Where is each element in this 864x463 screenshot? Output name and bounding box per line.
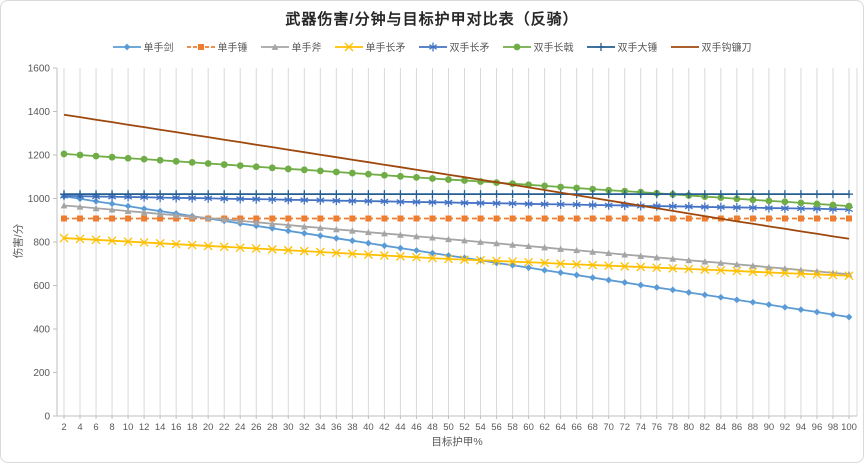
legend-label: 单手长矛 [365,43,406,54]
series-line-双手钩镰刀 [63,113,850,240]
x-tick-label: 54 [475,422,486,433]
series-line-单手斧 [63,204,850,276]
x-tick-label: 14 [155,422,166,433]
x-tick-label: 76 [651,422,662,433]
y-tick-label: 600 [33,281,50,292]
x-tick-label: 82 [700,422,711,433]
legend-marker-icon [586,42,615,51]
x-tick-label: 80 [684,422,695,433]
x-tick-label: 64 [555,422,566,433]
legend-marker-icon [670,45,699,48]
legend-label: 双手长矛 [449,43,490,54]
y-axis-title: 伤害/分 [12,223,25,259]
legend-marker-icon [186,43,215,50]
legend-label: 单手斧 [291,43,322,54]
x-tick-label: 42 [379,422,390,433]
x-tick-label: 92 [780,422,791,433]
x-tick-label: 78 [667,422,678,433]
legend-item: 单手长矛 [334,39,406,54]
x-tick-label: 60 [523,422,534,433]
x-tick-label: 12 [139,422,150,433]
x-tick-label: 22 [219,422,230,433]
x-tick-label: 36 [331,422,342,433]
x-tick-label: 86 [732,422,743,433]
x-tick-label: 16 [171,422,182,433]
y-tick-label: 0 [44,412,50,423]
x-tick-label: 10 [123,422,134,433]
x-tick-label: 94 [796,422,807,433]
x-tick-label: 72 [619,422,630,433]
x-tick-label: 90 [764,422,775,433]
x-tick-label: 32 [299,422,310,433]
y-tick-label: 1000 [28,194,51,205]
x-tick-label: 26 [251,422,262,433]
x-tick-label: 2 [61,422,66,433]
x-tick-label: 68 [587,422,598,433]
legend-marker-icon [334,42,363,51]
legend-marker-icon [418,42,447,51]
legend-label: 双手长戟 [533,43,574,54]
y-tick-label: 1600 [28,64,51,75]
x-tick-label: 18 [187,422,198,433]
x-tick-label: 24 [235,422,246,433]
x-tick-label: 70 [603,422,614,433]
x-tick-label: 62 [539,422,550,433]
x-tick-label: 84 [716,422,727,433]
x-tick-label: 58 [507,422,518,433]
x-tick-label: 34 [315,422,326,433]
x-tick-label: 98 [828,422,839,433]
legend-item: 单手斧 [260,39,322,54]
legend-label: 单手锤 [217,43,248,54]
legend-label: 单手剑 [143,43,174,54]
legend-item: 双手钩镰刀 [670,39,752,54]
x-tick-label: 40 [363,422,374,433]
x-tick-label: 46 [411,422,422,433]
series-line-单手剑 [63,195,850,318]
legend-item: 单手锤 [186,39,248,54]
x-tick-label: 56 [491,422,502,433]
chart-title: 武器伤害/分钟与目标护甲对比表（反骑） [285,11,579,28]
x-tick-label: 6 [93,422,98,433]
x-tick-label: 44 [395,422,406,433]
legend-marker-icon [260,43,289,50]
legend-item: 双手大锤 [586,39,658,54]
legend-item: 双手长戟 [502,39,574,54]
x-tick-label: 50 [443,422,454,433]
x-tick-label: 88 [748,422,759,433]
x-tick-label: 48 [427,422,438,433]
y-tick-label: 800 [33,238,50,249]
y-tick-label: 200 [33,368,50,379]
y-tick-label: 1400 [28,107,51,118]
x-tick-label: 52 [459,422,470,433]
series-line-双手长矛 [63,194,850,211]
x-tick-label: 38 [347,422,358,433]
y-tick-label: 400 [33,325,50,336]
legend-item: 双手长矛 [418,39,490,54]
x-tick-label: 20 [203,422,214,433]
x-tick-label: 30 [283,422,294,433]
x-tick-label: 8 [109,422,114,433]
legend-marker-icon [502,43,531,50]
legend-marker-icon [112,43,141,50]
x-tick-label: 28 [267,422,278,433]
x-tick-label: 96 [812,422,823,433]
series-line-单手长矛 [63,237,850,277]
legend-item: 单手剑 [112,39,174,54]
legend-label: 双手大锤 [617,43,658,54]
legend-label: 双手钩镰刀 [701,43,752,54]
x-tick-label: 66 [571,422,582,433]
y-tick-label: 1200 [28,151,51,162]
chart-legend: 单手剑 单手锤 单手斧 单手长矛 双手长矛 双手长戟 双手大锤 双手钩镰刀 [1,39,863,54]
x-tick-label: 4 [77,422,82,433]
x-tick-label: 74 [635,422,646,433]
x-tick-label: 100 [841,422,857,433]
x-axis-title: 目标护甲% [431,436,483,448]
